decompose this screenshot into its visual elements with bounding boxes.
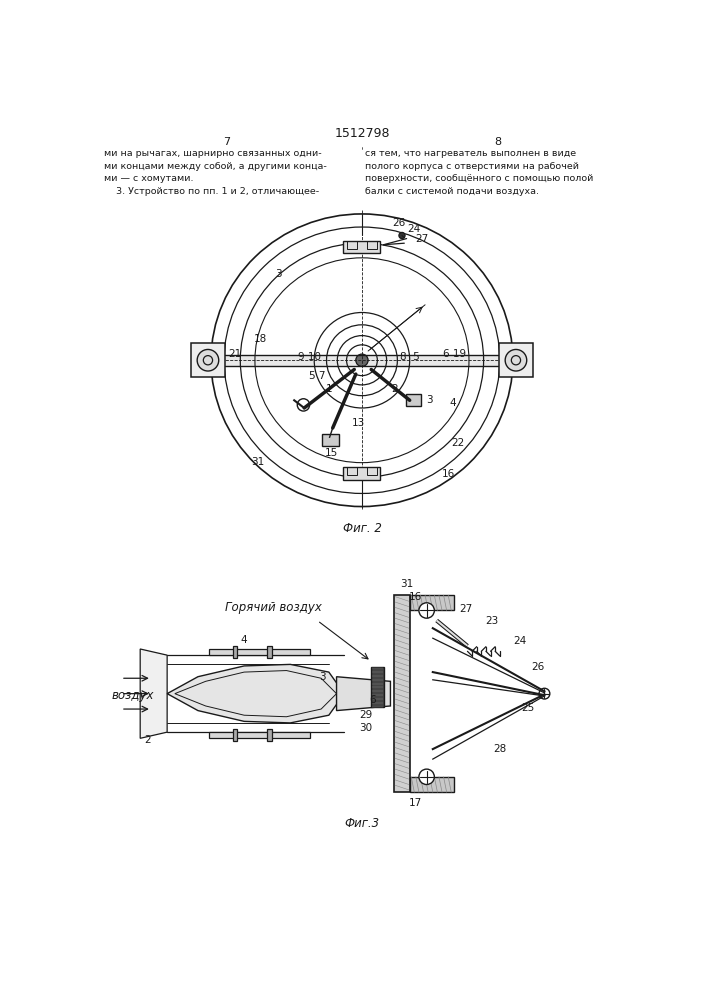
Text: ми на рычагах, шарнирно связанных одни-
ми концами между собой, а другими конца-: ми на рычагах, шарнирно связанных одни- …: [104, 149, 327, 196]
Circle shape: [506, 349, 527, 371]
Text: 26: 26: [392, 218, 406, 228]
Text: 26: 26: [532, 662, 545, 672]
Bar: [346, 241, 357, 249]
Bar: [395, 595, 409, 792]
Text: 23: 23: [486, 615, 498, 626]
Text: 4: 4: [450, 398, 456, 408]
Text: 15: 15: [325, 448, 338, 458]
Text: 6 19: 6 19: [443, 349, 466, 359]
Circle shape: [356, 354, 368, 366]
Text: 6: 6: [370, 695, 376, 705]
Bar: [267, 646, 272, 658]
Polygon shape: [337, 677, 390, 711]
Text: 3: 3: [426, 395, 433, 405]
Text: 27: 27: [460, 604, 472, 614]
Text: 9 10: 9 10: [298, 352, 321, 362]
Bar: [233, 729, 238, 741]
Bar: [406, 394, 421, 406]
Text: 31: 31: [400, 579, 413, 589]
Bar: [344, 467, 380, 480]
Bar: [409, 777, 455, 792]
Text: 22: 22: [452, 438, 464, 448]
Bar: [209, 649, 310, 655]
Bar: [209, 732, 310, 738]
Text: 1512798: 1512798: [334, 127, 390, 140]
Text: Горячий воздух: Горячий воздух: [225, 601, 322, 614]
Text: Фиг.3: Фиг.3: [344, 817, 380, 830]
Text: 4: 4: [241, 635, 247, 645]
Text: 7: 7: [223, 137, 230, 147]
Bar: [366, 241, 378, 249]
Text: 27: 27: [416, 234, 428, 244]
Text: 28: 28: [493, 744, 506, 754]
Bar: [225, 355, 499, 366]
Bar: [346, 467, 357, 475]
Bar: [344, 241, 380, 253]
Bar: [409, 595, 455, 610]
Text: 1: 1: [327, 384, 333, 394]
Polygon shape: [140, 649, 167, 738]
Bar: [366, 467, 378, 475]
Text: 13: 13: [351, 418, 365, 428]
Circle shape: [539, 688, 550, 699]
Text: ся тем, что нагреватель выполнен в виде
полого корпуса с отверстиями на рабочей
: ся тем, что нагреватель выполнен в виде …: [365, 149, 593, 196]
Text: 16: 16: [442, 469, 455, 479]
Text: 8: 8: [495, 137, 502, 147]
Text: Фиг. 2: Фиг. 2: [342, 522, 381, 535]
Bar: [267, 729, 272, 741]
Text: 2: 2: [391, 384, 397, 394]
Circle shape: [399, 232, 405, 239]
Text: 8  5: 8 5: [400, 352, 419, 362]
Bar: [499, 343, 533, 377]
Text: 5 7: 5 7: [309, 371, 325, 381]
Text: 18: 18: [254, 334, 267, 344]
Polygon shape: [167, 664, 344, 723]
Text: 29: 29: [359, 710, 373, 720]
Bar: [371, 667, 383, 707]
Text: 31: 31: [252, 457, 264, 467]
Text: 2: 2: [144, 735, 151, 745]
Circle shape: [419, 769, 434, 785]
Text: 21: 21: [228, 349, 242, 359]
Bar: [233, 646, 238, 658]
Text: 3: 3: [320, 672, 326, 682]
Text: 24: 24: [408, 224, 421, 234]
Text: 17: 17: [409, 798, 421, 808]
Text: 16: 16: [409, 592, 421, 602]
Text: 25: 25: [521, 703, 534, 713]
Circle shape: [197, 349, 218, 371]
Bar: [191, 343, 225, 377]
Text: 24: 24: [513, 636, 527, 646]
Circle shape: [419, 603, 434, 618]
Text: воздух: воздух: [112, 689, 154, 702]
Text: 3: 3: [276, 269, 282, 279]
Bar: [322, 434, 339, 446]
Text: 30: 30: [359, 723, 373, 733]
